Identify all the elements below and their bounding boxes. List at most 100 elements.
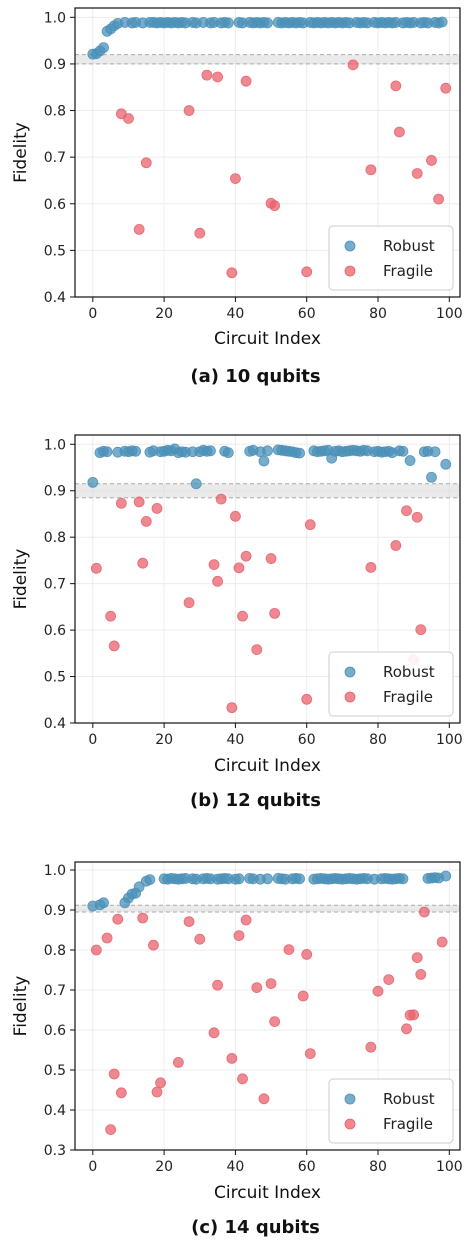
fragile-point	[208, 1027, 220, 1039]
y-tick-label: 0.9	[44, 903, 66, 919]
fragile-point	[137, 557, 149, 569]
y-axis-label: Fidelity	[11, 122, 31, 183]
fragile-point	[240, 75, 252, 87]
fragile-point	[269, 200, 281, 212]
fragile-point	[415, 624, 427, 636]
robust-point	[98, 897, 109, 909]
fragile-point	[365, 1041, 377, 1053]
x-tick-label: 100	[436, 306, 463, 322]
fragile-point	[226, 267, 238, 279]
y-tick-label: 0.4	[44, 290, 66, 306]
legend-box	[328, 1078, 454, 1144]
fragile-point	[115, 1087, 127, 1099]
fragile-point	[365, 164, 377, 176]
robust-point	[87, 476, 99, 488]
robust-point	[397, 873, 409, 885]
fragile-point	[390, 540, 402, 551]
fragile-point	[212, 979, 223, 991]
y-axis-label: Fidelity	[11, 549, 31, 610]
fragile-point	[365, 561, 377, 573]
fragile-point	[436, 936, 448, 948]
fragile-point	[230, 510, 241, 522]
legend-marker-robust	[344, 666, 356, 678]
fragile-point	[251, 982, 263, 993]
y-tick-label: 0.5	[44, 670, 66, 686]
legend-box	[328, 651, 454, 717]
fragile-point	[393, 126, 405, 138]
y-tick-label: 0.8	[44, 104, 66, 120]
fragile-point	[151, 1086, 163, 1098]
fragile-point	[269, 607, 281, 619]
y-tick-label: 0.7	[44, 150, 66, 166]
x-tick-label: 0	[88, 1159, 97, 1175]
fragile-point	[226, 702, 238, 714]
fragile-point	[148, 939, 159, 951]
fragile-point	[208, 559, 220, 570]
robust-point	[426, 471, 437, 483]
x-tick-label: 80	[369, 1159, 387, 1175]
fragile-point	[390, 80, 402, 92]
plot-frame	[74, 7, 461, 298]
legend-label-fragile: Fragile	[383, 1115, 433, 1133]
fragile-point	[108, 640, 120, 652]
fragile-point	[372, 985, 384, 997]
robust-point	[98, 42, 109, 54]
x-tick-label: 100	[436, 1159, 463, 1175]
fragile-point	[226, 1053, 238, 1064]
fragile-point	[140, 157, 152, 169]
fragile-point	[212, 71, 223, 83]
fragile-point	[183, 105, 195, 116]
fragile-point	[105, 1124, 117, 1135]
legend-label-fragile: Fragile	[383, 262, 433, 280]
y-tick-label: 0.3	[44, 1143, 66, 1159]
threshold-band	[75, 54, 460, 64]
robust-point	[144, 874, 156, 885]
fragile-point	[233, 562, 245, 574]
fragile-point	[233, 930, 245, 941]
x-tick-label: 0	[88, 732, 97, 748]
plot-frame	[74, 434, 461, 724]
chart-panel-0: 0 20 40 60 80 100 0.4 0.5 0.6 0.7 0.8 0.9 1.0 Circuit…	[11, 7, 463, 387]
robust-point	[436, 16, 448, 28]
fragile-point	[426, 155, 437, 166]
fragile-point	[201, 69, 213, 81]
x-tick-label: 40	[227, 732, 245, 748]
x-tick-label: 60	[298, 306, 316, 322]
panel-caption: (b) 12 qubits	[190, 790, 321, 811]
robust-point	[205, 445, 216, 457]
chart-panel-1: 0 20 40 60 80 100 0.4 0.5 0.6 0.7 0.8 0.9 1.0 Circuit…	[11, 434, 463, 811]
robust-point	[233, 873, 245, 885]
legend-label-fragile: Fragile	[383, 688, 433, 706]
fragile-point	[151, 502, 163, 514]
x-tick-label: 80	[369, 732, 387, 748]
fragile-point	[212, 575, 223, 587]
robust-point	[190, 478, 202, 490]
fragile-point	[433, 193, 445, 205]
robust-point	[222, 17, 234, 29]
robust-point	[258, 455, 270, 467]
y-tick-label: 1.0	[44, 10, 66, 26]
y-tick-label: 0.5	[44, 1063, 66, 1079]
fragile-point	[418, 906, 430, 918]
legend-marker-fragile	[344, 691, 356, 703]
fragile-point	[301, 266, 313, 278]
legend-box	[328, 225, 454, 291]
fragile-point	[265, 978, 277, 989]
fragile-point	[383, 974, 395, 985]
x-tick-label: 20	[155, 1159, 173, 1175]
y-tick-label: 0.6	[44, 197, 66, 213]
robust-point	[222, 447, 234, 459]
y-tick-label: 0.7	[44, 577, 66, 593]
fragile-point	[215, 493, 227, 505]
x-tick-label: 60	[298, 732, 316, 748]
fragile-point	[194, 933, 206, 945]
fragile-point	[115, 497, 127, 509]
fragile-point	[401, 505, 412, 517]
fragile-point	[90, 944, 102, 956]
y-tick-label: 0.9	[44, 484, 66, 500]
fragile-point	[172, 1057, 184, 1068]
fragile-point	[411, 168, 423, 179]
fragile-point	[133, 496, 145, 508]
